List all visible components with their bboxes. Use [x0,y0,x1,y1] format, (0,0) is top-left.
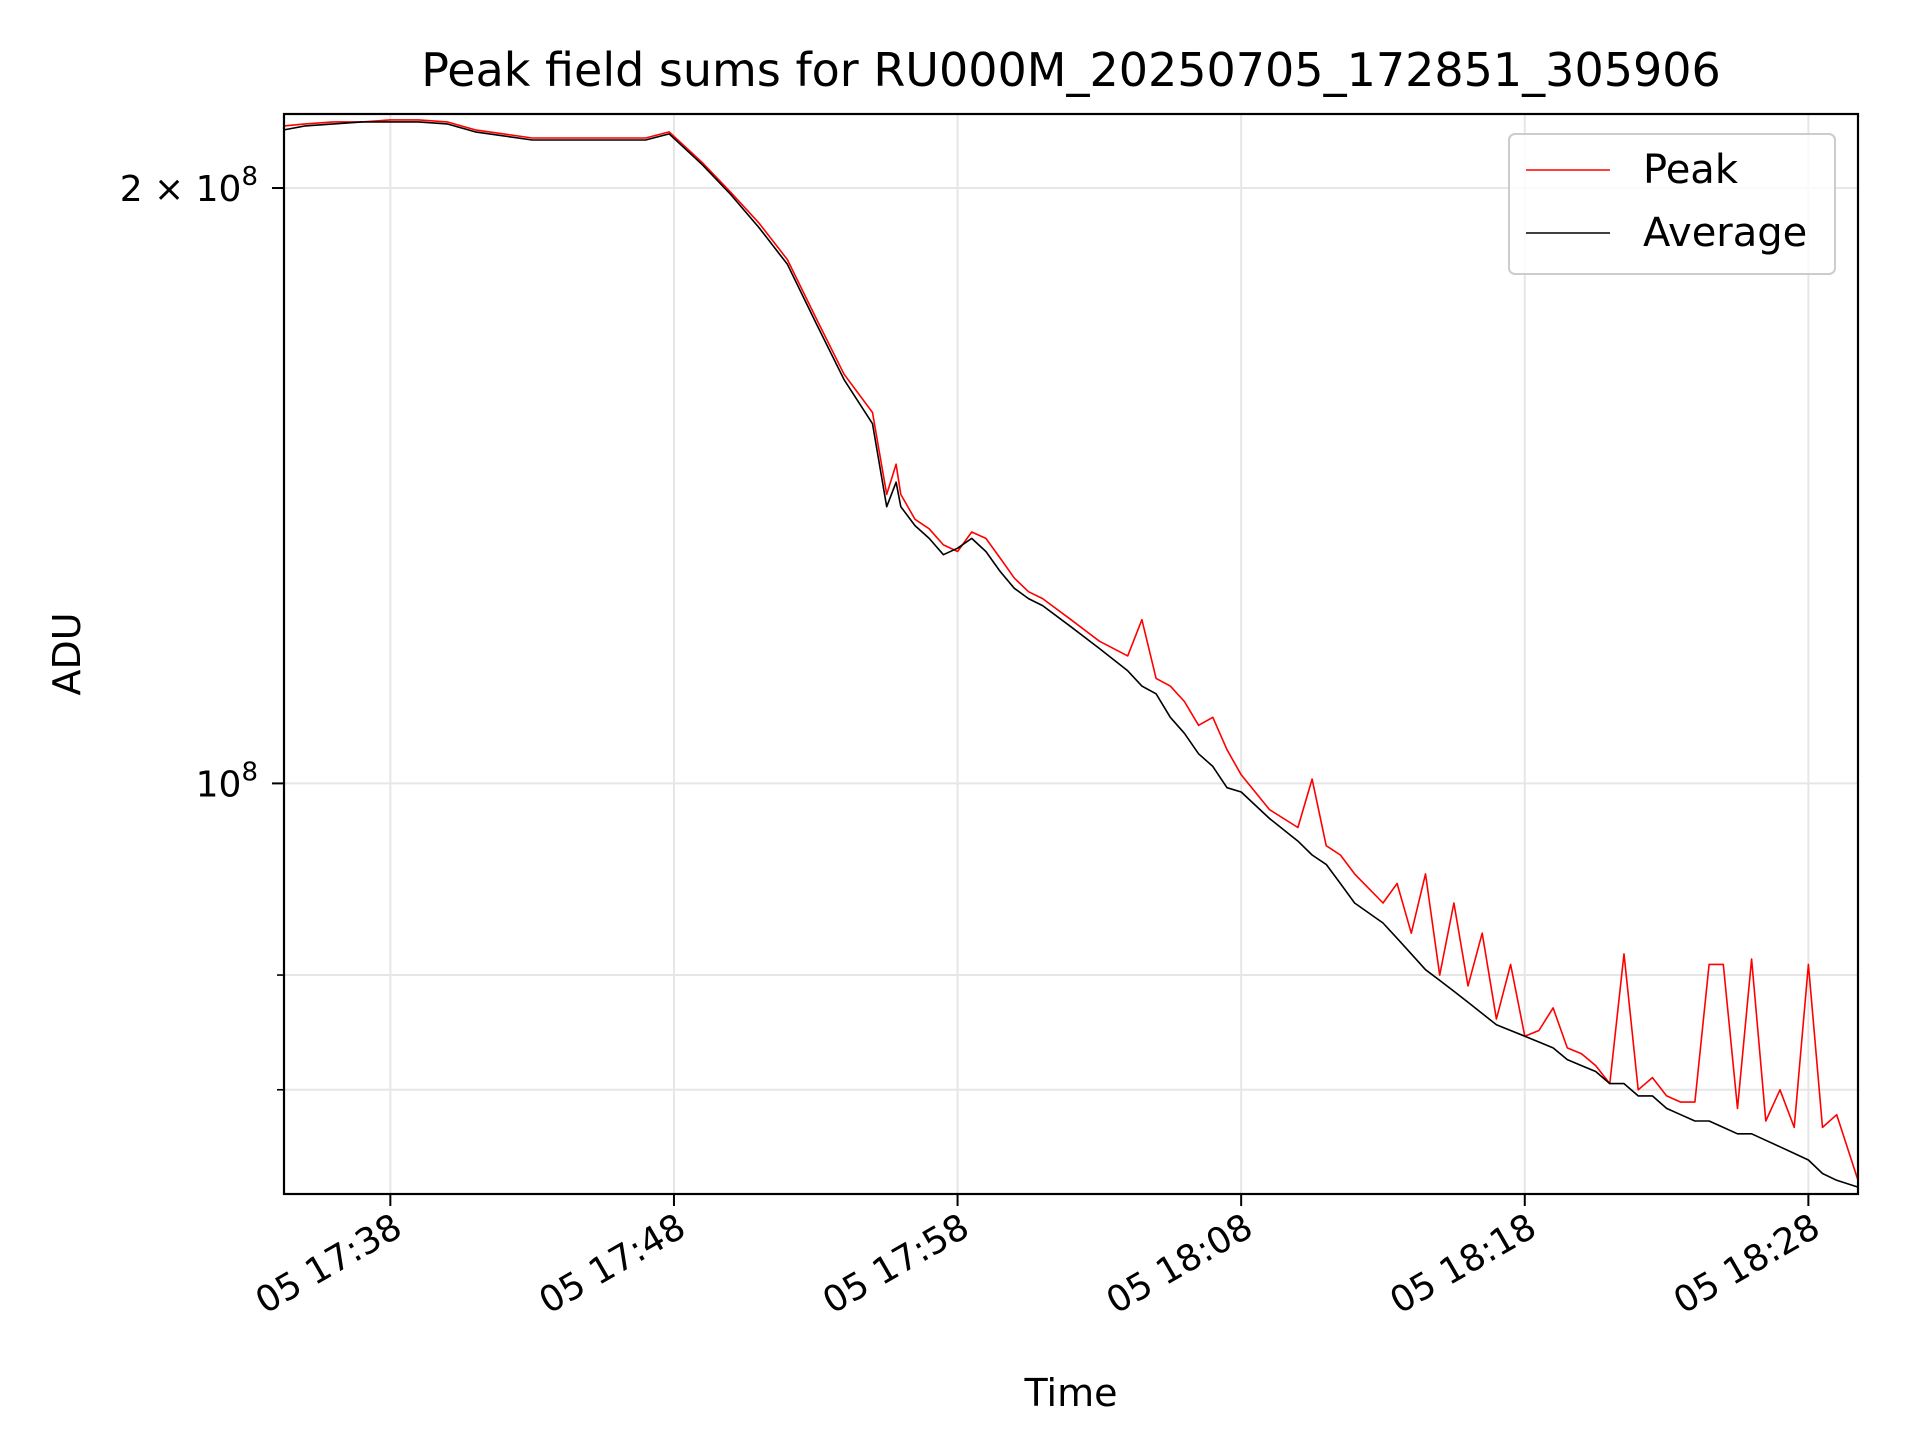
series-lines [283,119,1859,1188]
y-axis-title: ADU [45,612,89,695]
x-axis-title: Time [1024,1371,1118,1415]
series-line-peak [283,119,1859,1181]
legend-box [1508,133,1836,275]
chart-title: Peak field sums for RU000M_20250705_1728… [421,43,1721,97]
legend-label-peak: Peak [1643,147,1739,193]
series-line-average [283,121,1859,1188]
y-tick-label: 2 × 108 [120,162,258,210]
y-tick-label: 108 [196,757,258,805]
plot-frame [282,112,1860,1196]
legend: Peak Average [1508,133,1836,275]
legend-label-average: Average [1643,210,1807,256]
grid-lines [284,114,1858,1194]
